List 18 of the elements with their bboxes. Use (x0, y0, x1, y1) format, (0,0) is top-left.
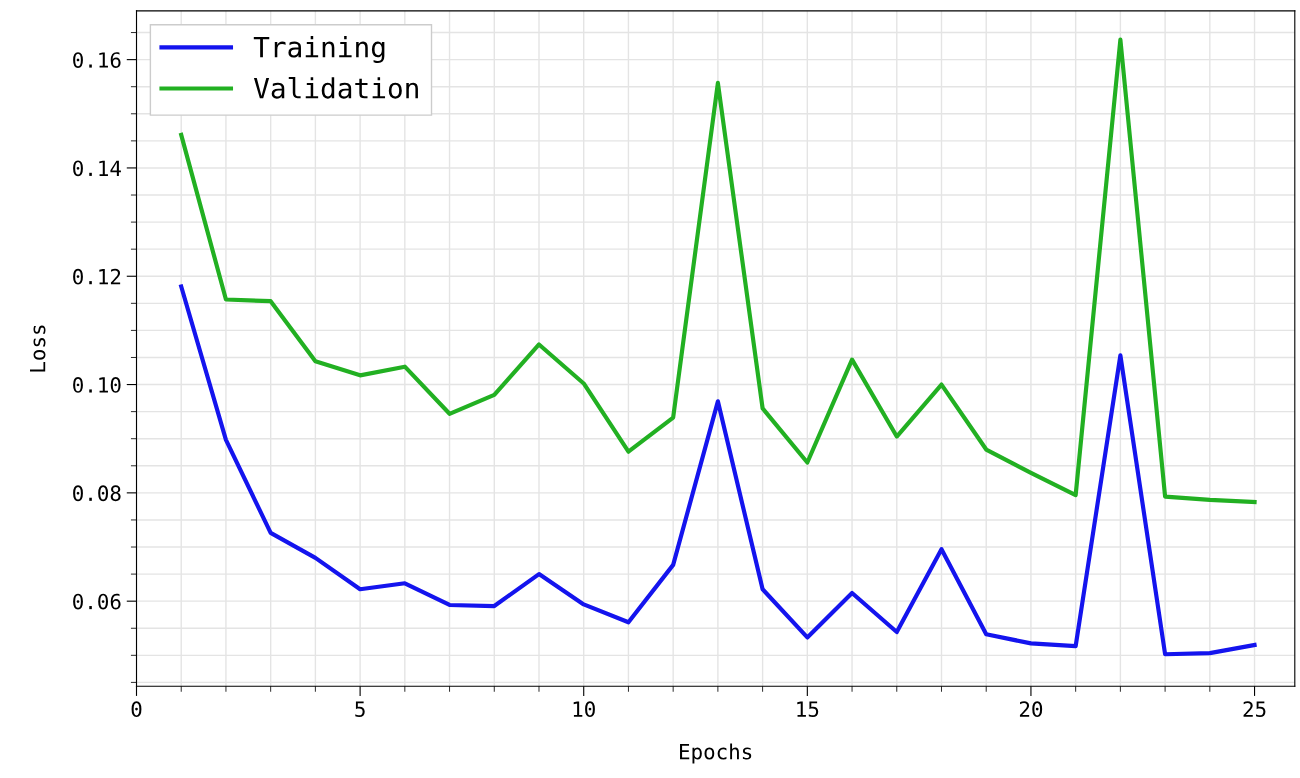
y-tick-label: 0.06 (73, 593, 121, 610)
x-tick-label: 10 (573, 701, 595, 718)
x-axis-title: Epochs (680, 743, 752, 764)
line-series (179, 284, 1257, 657)
y-tick-label: 0.16 (73, 52, 121, 68)
x-tick-label: 20 (1019, 701, 1043, 718)
y-tick-label: 0.10 (73, 377, 121, 393)
y-tick-label: 0.14 (73, 160, 121, 177)
legend-label: Validation (253, 77, 418, 99)
line-series (179, 37, 1257, 505)
x-tick-label: 5 (355, 701, 365, 718)
y-axis-title: Loss (30, 325, 46, 372)
x-tick-label: 25 (1243, 701, 1266, 718)
legend-label: Training (253, 36, 385, 64)
x-tick-label: 0 (131, 701, 142, 718)
y-tick-label: 0.12 (73, 268, 121, 285)
x-tick-label: 15 (797, 701, 819, 718)
y-tick-label: 0.08 (73, 485, 121, 502)
